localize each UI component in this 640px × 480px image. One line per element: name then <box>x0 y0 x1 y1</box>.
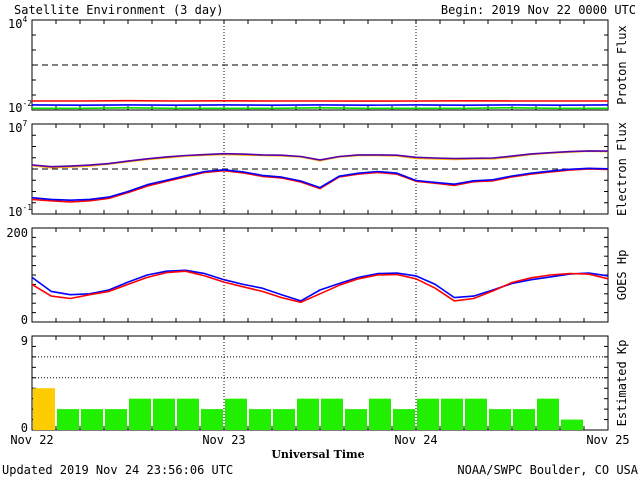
y-tick-label: 104 <box>8 15 27 31</box>
panel-frame <box>31 123 609 215</box>
chart-title: Satellite Environment (3 day) <box>14 3 224 17</box>
kp-bar <box>201 409 223 430</box>
x-tick-label: Nov 22 <box>10 433 53 447</box>
begin-time: Begin: 2019 Nov 22 0000 UTC <box>441 3 636 17</box>
source-text: NOAA/SWPC Boulder, CO USA <box>457 463 638 477</box>
kp-bar <box>345 409 367 430</box>
y-tick-label: 107 <box>8 119 27 135</box>
updated-text: Updated 2019 Nov 24 23:56:06 UTC <box>2 463 233 477</box>
panel-label: Electron Flux <box>615 122 629 216</box>
panel-frame <box>31 335 609 431</box>
series-line-blue <box>31 269 609 302</box>
kp-bar <box>129 398 151 430</box>
kp-bar <box>393 409 415 430</box>
series-line-blue <box>31 167 609 201</box>
x-tick-label: Nov 23 <box>202 433 245 447</box>
kp-bar <box>105 409 127 430</box>
kp-bar <box>321 398 343 430</box>
y-tick-label: 0 <box>21 421 28 435</box>
kp-bar <box>249 409 271 430</box>
series-line-red <box>31 270 609 304</box>
kp-bar <box>489 409 511 430</box>
kp-bar <box>465 398 487 430</box>
panel-frame <box>31 19 609 111</box>
kp-bar <box>513 409 535 430</box>
kp-bar <box>441 398 463 430</box>
panel-label: Estimated Kp <box>615 340 629 427</box>
kp-bar <box>177 398 199 430</box>
kp-bar <box>369 398 391 430</box>
panel-electron-flux: 107 10-1 Electron Flux <box>8 119 629 219</box>
panel-goes-hp: 200 0 GOES Hp <box>6 226 629 327</box>
kp-bar <box>153 398 175 430</box>
kp-bar <box>297 398 319 430</box>
kp-bar <box>273 409 295 430</box>
y-tick-label: 9 <box>21 334 28 348</box>
kp-bar <box>33 388 55 430</box>
kp-bar <box>225 398 247 430</box>
series-line-red <box>31 168 609 203</box>
kp-bar <box>561 419 583 430</box>
panel-frame <box>31 227 609 323</box>
kp-bar <box>57 409 79 430</box>
kp-bar <box>417 398 439 430</box>
series-line-green <box>32 107 608 110</box>
panel-label: GOES Hp <box>615 250 629 301</box>
panel-estimated-kp: 9 0 Estimated Kp <box>21 334 629 435</box>
x-axis-label: Universal Time <box>271 448 364 461</box>
panel-label: Proton Flux <box>615 25 629 104</box>
y-tick-label: 0 <box>21 313 28 327</box>
series-line-purple <box>31 150 609 168</box>
y-tick-label: 200 <box>6 226 28 240</box>
kp-bar <box>537 398 559 430</box>
y-tick-label: 10-1 <box>8 203 32 219</box>
x-tick-label: Nov 25 <box>586 433 629 447</box>
y-tick-label: 10-2 <box>8 99 32 115</box>
x-tick-label: Nov 24 <box>394 433 437 447</box>
kp-bar <box>81 409 103 430</box>
panel-proton-flux: 104 10-2 Proton Flux <box>8 15 629 115</box>
